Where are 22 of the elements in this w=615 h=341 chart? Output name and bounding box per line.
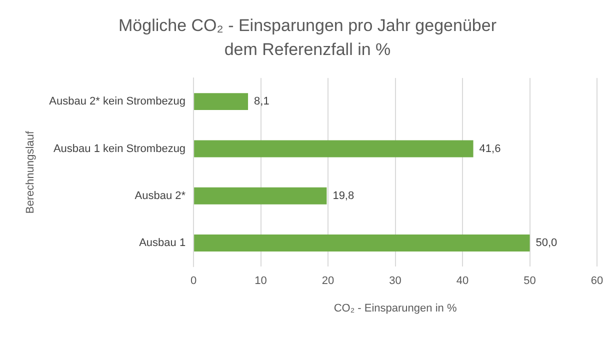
bar [194, 187, 327, 204]
y-axis-title: Berechnungslauf [24, 130, 37, 214]
data-label: 50,0 [536, 237, 558, 250]
x-tick-label: 60 [590, 275, 604, 288]
x-tick-label: 0 [190, 275, 197, 288]
x-tick-label: 30 [389, 275, 402, 288]
data-label: 19,8 [332, 190, 354, 202]
bar [194, 140, 474, 158]
x-tick-label: 10 [254, 275, 267, 288]
y-tick-label: Ausbau 1 kein Strombezug [53, 142, 186, 155]
data-label: 8,1 [254, 96, 270, 108]
x-axis-title: CO₂ - Einsparungen in % [334, 302, 457, 314]
bar [194, 234, 530, 252]
y-tick-label: Ausbau 2* kein Strombezug [49, 96, 186, 108]
y-tick-label: Ausbau 1 [139, 237, 186, 250]
chart-title: Mögliche CO₂ - Einsparungen pro Jahr gegenüber dem Referenzfall in % [118, 15, 498, 61]
x-tick-label: 50 [524, 275, 536, 288]
x-tick-label: 40 [456, 275, 469, 288]
bar [194, 93, 248, 110]
y-tick-label: Ausbau 2* [134, 190, 186, 202]
x-tick-label: 20 [322, 275, 334, 288]
data-label: 41,6 [479, 142, 501, 155]
